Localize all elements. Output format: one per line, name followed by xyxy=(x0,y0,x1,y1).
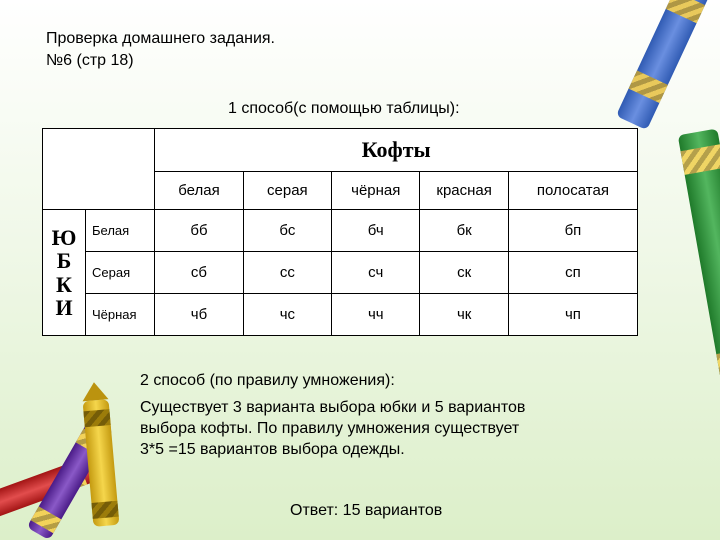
heading-line1: Проверка домашнего задания. xyxy=(46,30,275,47)
side-header-letter: К xyxy=(43,273,85,296)
table-cell: чч xyxy=(332,294,420,336)
table-cell: бб xyxy=(155,210,243,252)
table-cell: чп xyxy=(508,294,637,336)
row-label: Серая xyxy=(86,252,155,294)
homework-heading: Проверка домашнего задания. №6 (стр 18) xyxy=(46,28,275,71)
side-header-letter: Ю xyxy=(43,226,85,249)
table-cell: чб xyxy=(155,294,243,336)
row-label: Белая xyxy=(86,210,155,252)
side-header-letter: И xyxy=(43,296,85,319)
table-cell: чс xyxy=(243,294,331,336)
table-cell: сп xyxy=(508,252,637,294)
crayon-green-icon xyxy=(678,129,720,392)
table-cell: сс xyxy=(243,252,331,294)
heading-line2: №6 (стр 18) xyxy=(46,52,134,69)
table-cell: чк xyxy=(420,294,508,336)
side-header-yubki: Ю Б К И xyxy=(43,210,86,336)
table-row: Чёрная чб чс чч чк чп xyxy=(43,294,638,336)
table-cell: сб xyxy=(155,252,243,294)
crayon-blue-icon xyxy=(616,0,710,130)
side-header-letter: Б xyxy=(43,249,85,272)
table-cell: ск xyxy=(420,252,508,294)
table-row: Серая сб сс сч ск сп xyxy=(43,252,638,294)
col-label: красная xyxy=(420,172,508,210)
table-cell: бс xyxy=(243,210,331,252)
table-row: Ю Б К И Белая бб бс бч бк бп xyxy=(43,210,638,252)
method2-body: Существует 3 варианта выбора юбки и 5 ва… xyxy=(140,398,528,460)
col-label: серая xyxy=(243,172,331,210)
method2-label: 2 способ (по правилу умножения): xyxy=(140,372,395,390)
col-label: чёрная xyxy=(332,172,420,210)
row-label: Чёрная xyxy=(86,294,155,336)
col-label: полосатая xyxy=(508,172,637,210)
combinations-table-wrap: Кофты белая серая чёрная красная полосат… xyxy=(42,128,638,336)
col-label: белая xyxy=(155,172,243,210)
table-cell: бч xyxy=(332,210,420,252)
method1-label: 1 способ(с помощью таблицы): xyxy=(228,100,460,118)
table-corner-empty xyxy=(43,129,155,210)
combinations-table: Кофты белая серая чёрная красная полосат… xyxy=(42,128,638,336)
table-cell: бп xyxy=(508,210,637,252)
answer-text: Ответ: 15 вариантов xyxy=(290,502,442,520)
top-header-kofty: Кофты xyxy=(155,129,638,172)
table-cell: сч xyxy=(332,252,420,294)
table-cell: бк xyxy=(420,210,508,252)
crayon-cluster-icon xyxy=(18,390,188,550)
